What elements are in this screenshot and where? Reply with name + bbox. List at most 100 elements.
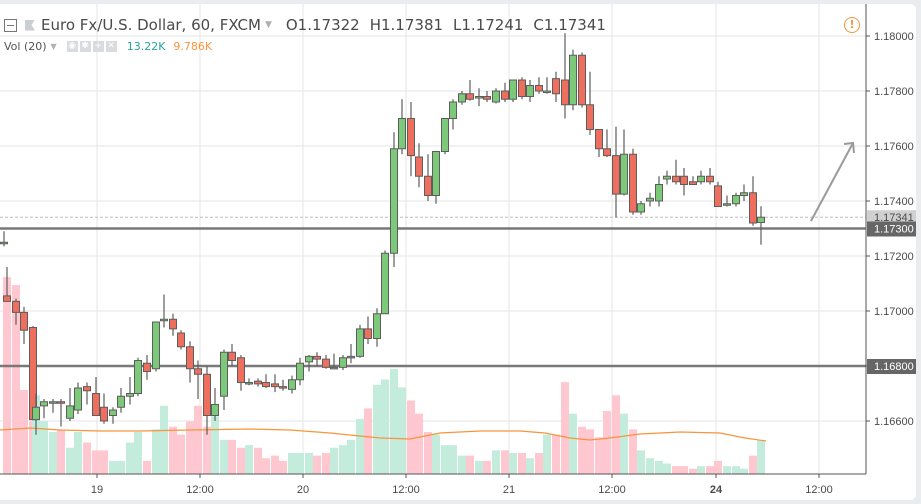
time-tick-label: 12:00 xyxy=(598,484,626,496)
volume-label[interactable]: Vol (20) xyxy=(4,40,47,53)
volume-bar xyxy=(57,429,65,474)
volume-bar xyxy=(143,460,151,474)
volume-bar xyxy=(595,437,603,474)
candle xyxy=(407,118,415,157)
symbol-title[interactable]: Euro Fx/U.S. Dollar, 60, FXCM xyxy=(41,16,261,34)
candle xyxy=(12,300,20,313)
candle xyxy=(49,401,57,404)
open-value: O1.17322 xyxy=(285,16,360,34)
candle xyxy=(203,373,211,416)
volume-bar xyxy=(160,405,168,474)
hline-price-label: 1.16800 xyxy=(874,361,914,373)
candle xyxy=(415,156,423,177)
volume-bar xyxy=(663,463,671,474)
time-tick-label: 20 xyxy=(297,484,309,496)
warning-icon[interactable]: ! xyxy=(844,17,860,33)
volume-bar xyxy=(441,445,449,474)
chart-canvas[interactable]: 1.18000 1.17800 1.17600 1.17400 1.17200 1.170… xyxy=(0,4,916,500)
candle xyxy=(74,387,82,411)
volume-bar xyxy=(381,379,389,474)
chevron-down-icon[interactable]: ▼ xyxy=(264,20,272,30)
candle xyxy=(211,404,219,416)
candle xyxy=(672,175,680,183)
volume-bar xyxy=(518,453,526,474)
price-tick-label: 1.17000 xyxy=(874,306,914,318)
volume-bar xyxy=(509,453,517,474)
close-value: C1.17341 xyxy=(533,16,606,34)
volume-bar xyxy=(543,434,551,474)
volume-ma-line xyxy=(0,427,767,442)
collapse-icon[interactable] xyxy=(4,18,17,32)
volume-bar xyxy=(432,434,440,474)
volume-bar xyxy=(237,447,245,474)
volume-bar xyxy=(254,447,262,474)
time-axis[interactable]: 19 12:00 20 12:00 21 12:00 24 12:00 xyxy=(91,474,833,496)
candle xyxy=(663,175,671,180)
volume-bar xyxy=(501,450,509,474)
flag-icon[interactable] xyxy=(25,20,35,31)
volume-bar xyxy=(364,408,372,474)
eye-icon[interactable]: ◉ xyxy=(66,41,78,52)
candle xyxy=(509,79,517,100)
volume-bar xyxy=(723,466,731,474)
volume-bar xyxy=(578,426,586,474)
volume-bar xyxy=(757,439,765,474)
candle xyxy=(612,155,620,195)
price-axis[interactable]: 1.18000 1.17800 1.17600 1.17400 1.17200 1.170… xyxy=(866,31,916,428)
candle xyxy=(305,355,313,363)
candle xyxy=(92,393,100,416)
candle xyxy=(20,311,28,331)
chevron-down-icon[interactable]: ▼ xyxy=(50,42,57,51)
candle xyxy=(569,54,577,106)
volume-bar xyxy=(83,442,91,474)
candle xyxy=(543,90,551,93)
candle xyxy=(723,203,731,206)
candle xyxy=(586,104,594,130)
candle xyxy=(194,368,202,375)
volume-bar xyxy=(424,432,432,474)
candle xyxy=(458,93,466,103)
candle xyxy=(637,203,645,213)
chart-container[interactable]: 1.18000 1.17800 1.17600 1.17400 1.17200 1.170… xyxy=(0,4,916,500)
volume-bar xyxy=(177,434,185,474)
time-tick-label: 12:00 xyxy=(392,484,420,496)
candle xyxy=(134,360,142,394)
volume-bar xyxy=(211,416,219,474)
volume-bar xyxy=(220,439,228,474)
volume-bar xyxy=(680,466,688,474)
volume-bar xyxy=(20,390,28,474)
volume-bar xyxy=(262,458,270,474)
candle xyxy=(237,357,245,383)
volume-bar xyxy=(203,426,211,474)
plus-icon[interactable]: + xyxy=(92,41,104,52)
candle xyxy=(32,406,40,421)
close-icon[interactable]: ✕ xyxy=(105,41,117,52)
gear-icon[interactable]: ✱ xyxy=(79,41,91,52)
candle xyxy=(603,148,611,157)
price-tick-label: 1.17400 xyxy=(874,196,914,208)
candle xyxy=(595,129,603,150)
volume-bar xyxy=(458,455,466,474)
candle xyxy=(629,153,637,213)
horizontal-lines xyxy=(0,227,866,368)
volume-bar xyxy=(655,460,663,474)
volume-bar xyxy=(296,453,304,474)
price-tick-label: 1.16600 xyxy=(874,416,914,428)
volume-value: 13.22K xyxy=(126,40,166,53)
candle xyxy=(424,175,432,196)
volume-bar xyxy=(40,421,48,474)
trend-arrow[interactable] xyxy=(810,141,855,222)
volume-bar xyxy=(373,384,381,474)
candle xyxy=(177,332,185,348)
volume-bar xyxy=(390,369,398,474)
candle xyxy=(245,382,253,385)
candle xyxy=(578,54,586,106)
volume-bar xyxy=(749,455,757,474)
candle xyxy=(169,318,177,330)
volume-bar xyxy=(466,455,474,474)
volume-bar xyxy=(706,466,714,474)
volume-ma-value: 9.786K xyxy=(173,40,213,53)
candle xyxy=(689,181,697,185)
volume-bar xyxy=(126,442,134,474)
volume-bar xyxy=(279,460,287,474)
